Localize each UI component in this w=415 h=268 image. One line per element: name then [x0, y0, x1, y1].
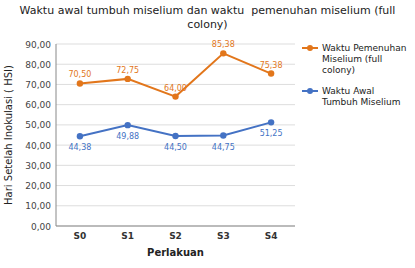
data-label: 44,75: [212, 143, 235, 152]
grid-line: [56, 104, 295, 105]
grid-line: [56, 226, 295, 227]
grid-line: [56, 205, 295, 206]
legend-label-line: Miselium (full: [322, 54, 382, 64]
x-axis-line: [56, 226, 295, 227]
legend: Waktu PemenuhanMiselium (fullcolony)Wakt…: [302, 43, 406, 107]
y-tick-label: 80,00: [25, 60, 51, 70]
y-tick-label: 10,00: [25, 201, 51, 211]
x-tick-label: S1: [121, 231, 134, 241]
y-tick-label: 90,00: [25, 40, 51, 50]
point: [77, 133, 83, 139]
y-tick-label: 40,00: [25, 141, 51, 151]
data-labels: 70,50 72,75 64,00 85,38 75,38 44,38 49,88 44,50…: [68, 40, 282, 152]
point: [268, 70, 274, 76]
data-label: 75,38: [260, 61, 283, 70]
grid-line: [56, 165, 295, 166]
grid-line: [56, 44, 295, 45]
x-tick-label: S4: [265, 231, 278, 241]
grid-line: [56, 185, 295, 186]
legend-label-line: Waktu Awal: [322, 86, 374, 96]
legend-marker: [307, 88, 313, 94]
data-label: 44,50: [164, 143, 187, 152]
point: [77, 80, 83, 86]
legend-label-line: colony): [322, 65, 355, 75]
y-tick-label: 60,00: [25, 100, 51, 110]
data-label: 44,38: [68, 143, 91, 152]
title: Waktu awal tumbuh miselium dan waktu pem…: [20, 4, 396, 31]
point: [125, 122, 131, 128]
point: [172, 93, 178, 99]
x-tick-label: S0: [74, 231, 87, 241]
y-tick-label: 30,00: [25, 161, 51, 171]
y-tick-label: 0,00: [31, 222, 51, 232]
data-label: 72,75: [116, 66, 139, 75]
y-axis: 0,00 10,00 20,00 30,00 40,00 50,00 60,00 70,00 8…: [25, 40, 295, 232]
point: [268, 119, 274, 125]
plot-area: [77, 50, 275, 139]
y-tick-label: 20,00: [25, 181, 51, 191]
legend-label-line: Tumbuh Miselium: [321, 97, 401, 107]
x-tick-label: S2: [169, 231, 182, 241]
x-tick-label: S3: [217, 231, 230, 241]
title-line: colony): [187, 18, 227, 31]
chart: Waktu awal tumbuh miselium dan waktu pem…: [0, 0, 415, 268]
y-axis-line: [56, 44, 57, 226]
point: [125, 76, 131, 82]
legend-marker: [307, 45, 313, 51]
x-axis-label: Perlakuan: [147, 247, 204, 258]
y-tick-label: 70,00: [25, 80, 51, 90]
legend-label: Waktu PemenuhanMiselium (fullcolony): [322, 43, 406, 75]
title-line: Waktu awal tumbuh miselium dan waktu pem…: [20, 4, 396, 17]
point: [220, 50, 226, 56]
data-label: 85,38: [212, 40, 235, 49]
data-label: 51,25: [260, 129, 283, 138]
point: [220, 132, 226, 138]
y-tick-label: 50,00: [25, 120, 51, 130]
point: [172, 133, 178, 139]
series-line: [80, 53, 271, 96]
data-label: 64,00: [164, 84, 187, 93]
y-axis-label: Hari Setelah Inokulasi ( HSI): [3, 65, 14, 205]
data-label: 70,50: [68, 70, 91, 79]
legend-label: Waktu AwalTumbuh Miselium: [321, 86, 401, 107]
legend-label-line: Waktu Pemenuhan: [322, 43, 406, 53]
data-label: 49,88: [116, 132, 139, 141]
